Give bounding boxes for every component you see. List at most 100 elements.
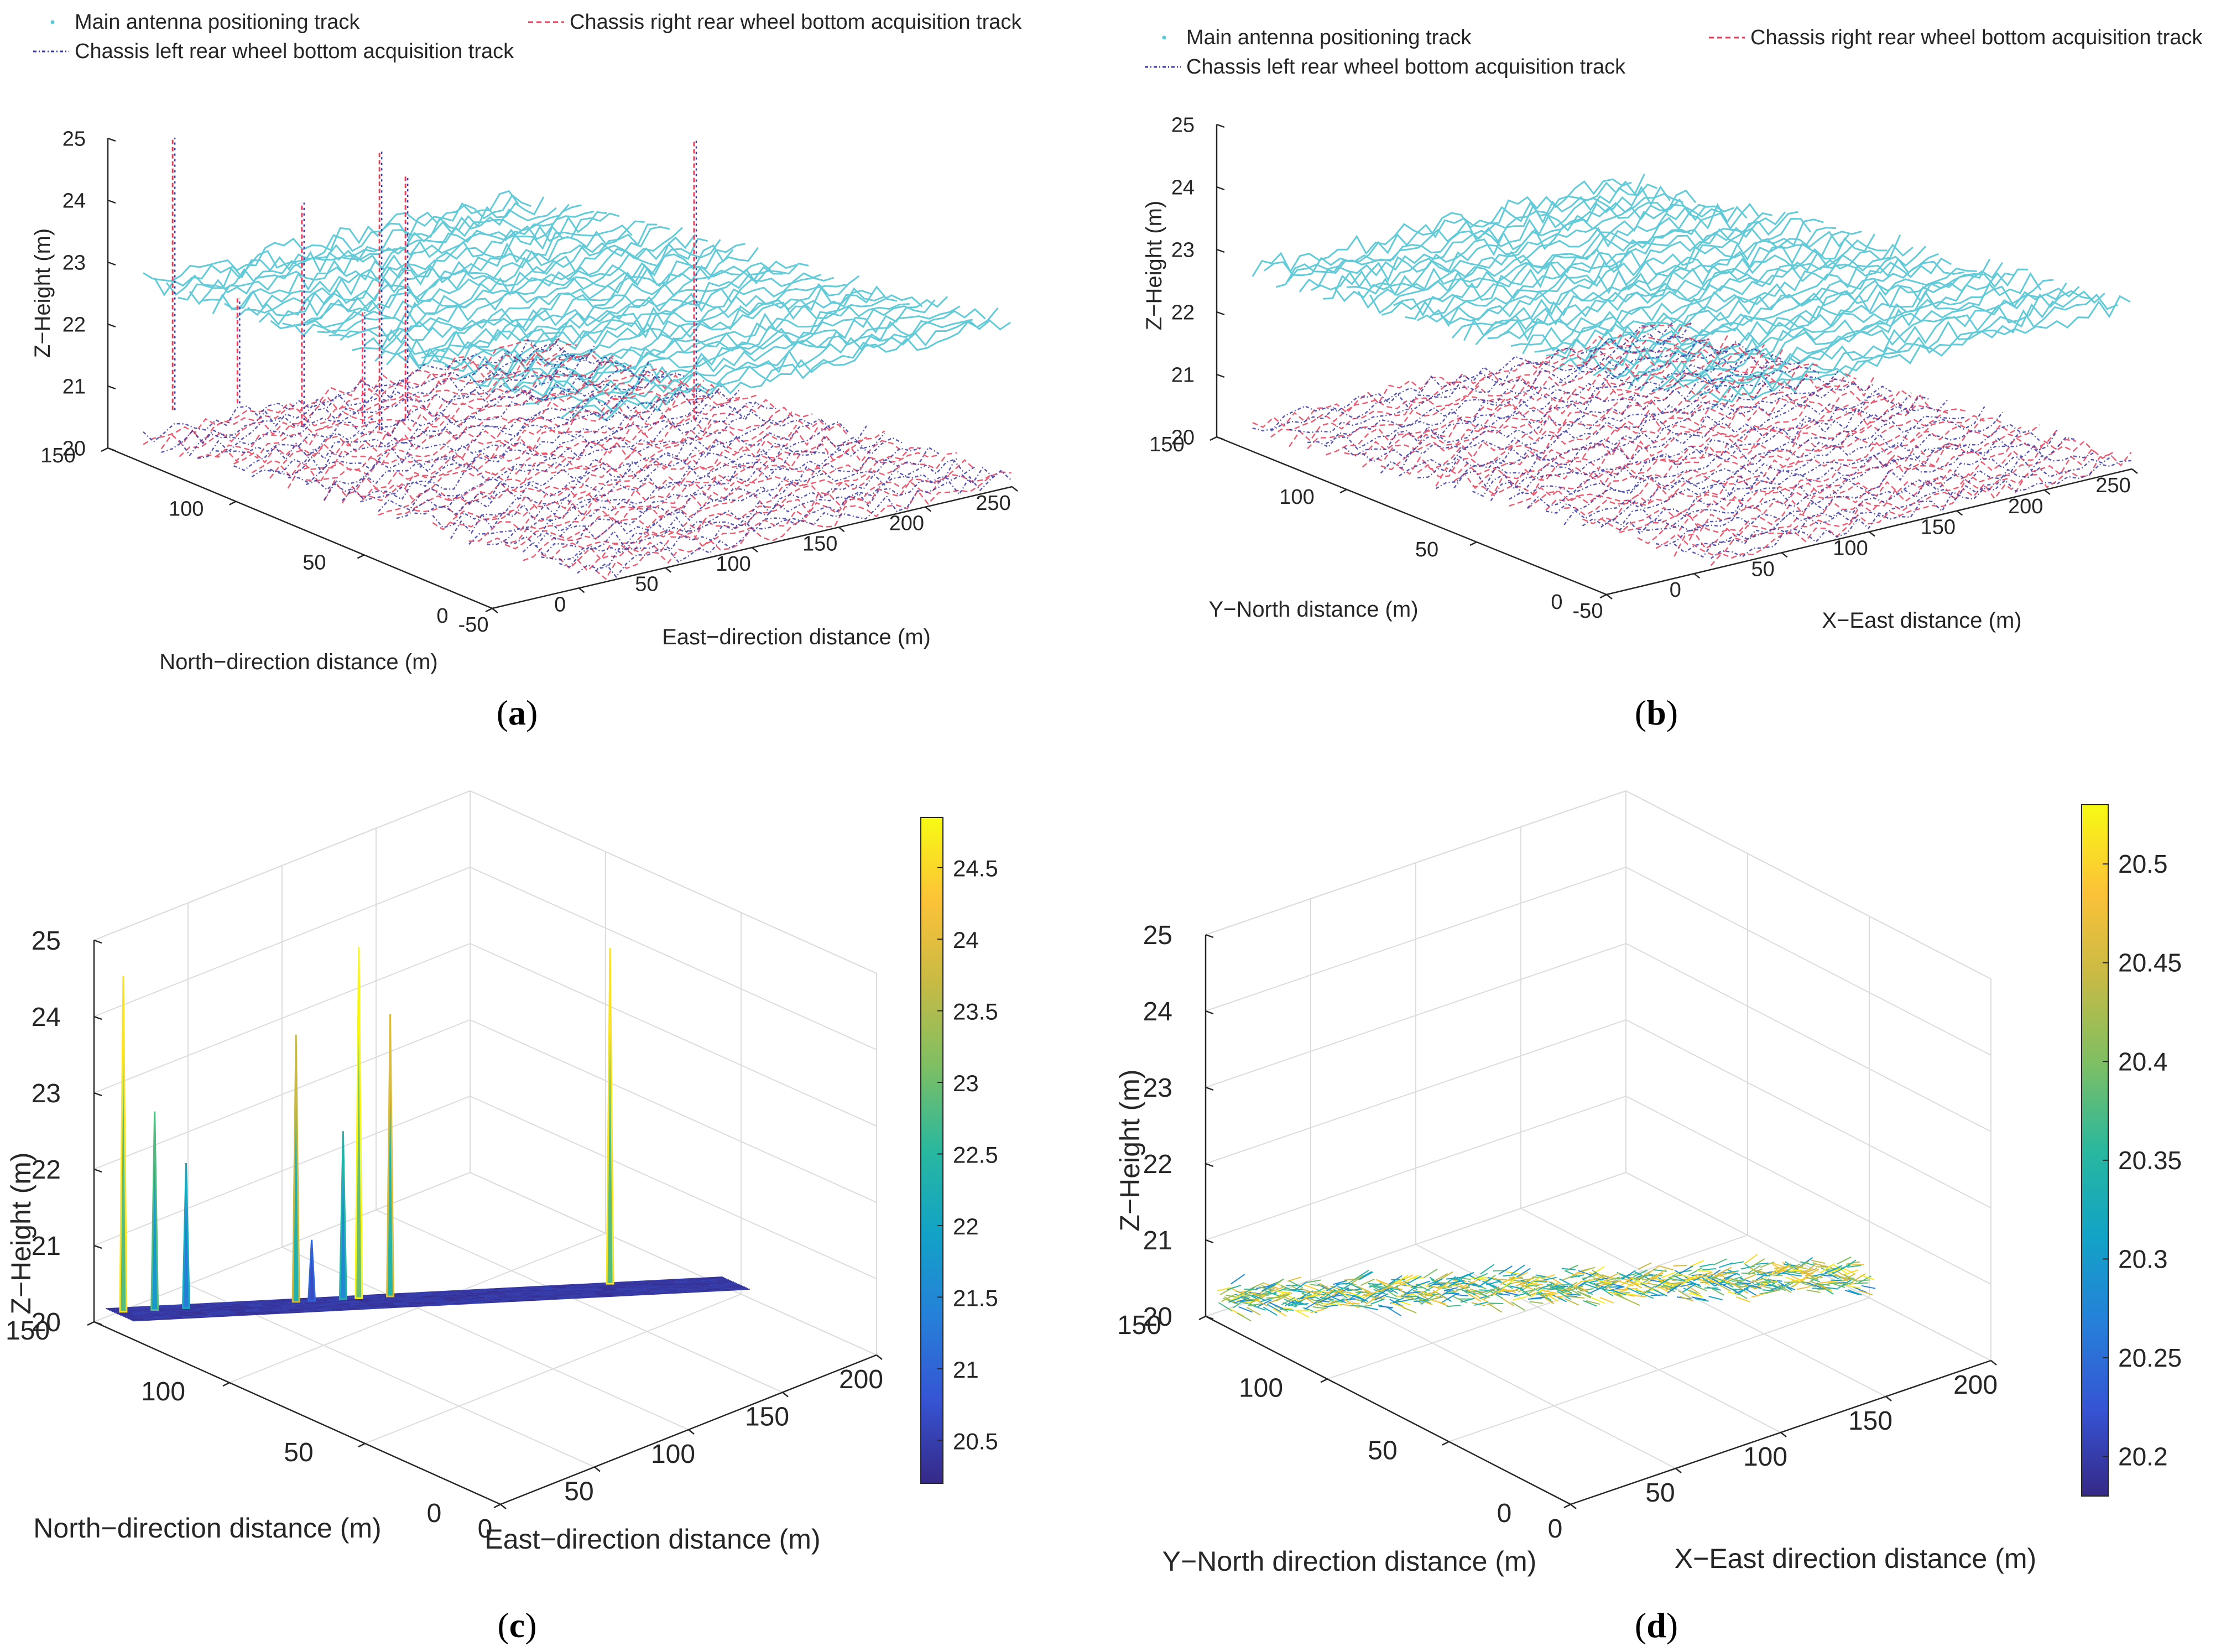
surface-edge: [1420, 1286, 1435, 1295]
surface-edge: [1811, 1259, 1826, 1264]
surface-edge: [588, 1283, 602, 1285]
x-tick: [665, 567, 672, 573]
x-tick-label: 150: [802, 532, 837, 555]
surface-edge: [1858, 1290, 1873, 1296]
surface-edge: [1338, 1290, 1352, 1294]
surface-edge: [1844, 1269, 1859, 1275]
surface-edge: [1571, 1273, 1586, 1275]
surface-edge: [1701, 1276, 1716, 1287]
surface-edge: [370, 1299, 384, 1301]
surface-edge: [1750, 1258, 1765, 1268]
surface-edge: [562, 1291, 576, 1293]
x-tick-label: 50: [1645, 1478, 1675, 1508]
antenna-track: [409, 262, 809, 371]
z-tick-label: 23: [62, 251, 86, 274]
z-tick: [1216, 123, 1225, 128]
surface-edge: [336, 1304, 350, 1306]
surface-edge: [1326, 1283, 1341, 1291]
surface-edge: [1792, 1276, 1807, 1288]
grid-line-y: [364, 913, 742, 1444]
surface-edge: [414, 1291, 428, 1294]
surface-edge: [1807, 1282, 1822, 1289]
x-tick-label: 200: [839, 1365, 883, 1394]
surface-edge: [1295, 1309, 1310, 1318]
surface-edge: [1790, 1278, 1804, 1283]
antenna-track: [143, 190, 519, 282]
surface-edge: [436, 1301, 450, 1304]
surface-edge: [1520, 1280, 1535, 1285]
wheel-track: [1307, 340, 1728, 448]
z-tick-label: 20: [1143, 1302, 1172, 1332]
surface-edge: [1372, 1284, 1386, 1289]
x-tick-label: 0: [1670, 579, 1681, 602]
surface-edge: [1241, 1297, 1255, 1301]
surface-edge: [1699, 1263, 1714, 1268]
surface-edge: [567, 1293, 581, 1295]
surface-edge: [347, 1309, 361, 1311]
surface-edge: [272, 1308, 286, 1311]
surface-edge: [386, 1306, 400, 1308]
antenna-track: [583, 307, 999, 415]
surface-edge: [1287, 1276, 1302, 1282]
surface-edge: [1813, 1263, 1828, 1268]
surface-edge: [318, 1302, 332, 1304]
wheel-track: [1472, 385, 1894, 497]
antenna-track: [201, 204, 582, 302]
wheel-track: [1453, 382, 1875, 489]
surface-edge: [492, 1299, 505, 1302]
y-tick-label: 100: [1279, 486, 1314, 509]
colorbar-tick-label: 21.5: [953, 1285, 998, 1311]
caption-open: (: [497, 1606, 509, 1645]
surface-edge: [1640, 1285, 1656, 1296]
surface-edge: [133, 1313, 147, 1315]
surface-edge: [648, 1283, 663, 1285]
surface-edge: [1253, 1298, 1268, 1307]
surface-edge: [545, 1296, 559, 1299]
surface-edge: [626, 1286, 640, 1288]
z-tick-label: 20: [62, 437, 86, 460]
surface-edge: [555, 1288, 569, 1290]
surface-edge: [341, 1305, 355, 1308]
surface-edge: [383, 1304, 397, 1306]
surface-edge: [1723, 1284, 1738, 1293]
colorbar-tick-label: 24.5: [953, 856, 998, 882]
surface-edge: [449, 1294, 463, 1296]
x-tick: [688, 1429, 695, 1435]
wheel-track: [306, 383, 723, 482]
y-axis: [93, 1321, 501, 1505]
surface-edge: [669, 1278, 683, 1280]
surface-edge: [566, 1286, 580, 1288]
panel-d: 050100150200050100150202122232425X−East …: [1114, 790, 2182, 1645]
y-tick: [358, 1442, 366, 1448]
antenna-track: [1393, 211, 1786, 317]
surface-edge: [1682, 1283, 1697, 1293]
wheel-track: [1600, 424, 2022, 532]
wheel-track: [1252, 321, 1673, 432]
surface-edge: [238, 1313, 252, 1315]
surface-edge: [1798, 1257, 1813, 1268]
y-tick-label: 50: [1368, 1436, 1397, 1466]
surface-edge: [644, 1288, 659, 1290]
surface-edge: [1692, 1296, 1706, 1301]
grid-line-z: [1205, 1019, 1991, 1208]
colorbar-bar: [920, 817, 943, 1484]
surface-edge: [401, 1306, 415, 1308]
y-axis-label: Y−North direction distance (m): [1162, 1546, 1537, 1577]
surface-edge: [668, 1285, 682, 1287]
x-tick: [752, 547, 758, 553]
surface-edge: [1686, 1284, 1701, 1295]
surface-edge: [1488, 1303, 1503, 1313]
surface-edge: [158, 1317, 172, 1320]
legend: Main antenna positioning track Chassis ri…: [1145, 26, 2203, 79]
surface-edge: [1407, 1275, 1422, 1284]
surface-edge: [1525, 1285, 1539, 1287]
surface-edge: [1227, 1284, 1242, 1291]
wheel-track: [595, 470, 1012, 579]
surface-edge: [629, 1280, 643, 1283]
surface-edge: [485, 1296, 499, 1299]
surface-edge: [1272, 1307, 1287, 1317]
antenna-track: [1311, 189, 1697, 291]
surface-edge: [453, 1296, 467, 1298]
antenna-track: [1522, 246, 1927, 355]
x-tick-label: 200: [1953, 1370, 1998, 1400]
